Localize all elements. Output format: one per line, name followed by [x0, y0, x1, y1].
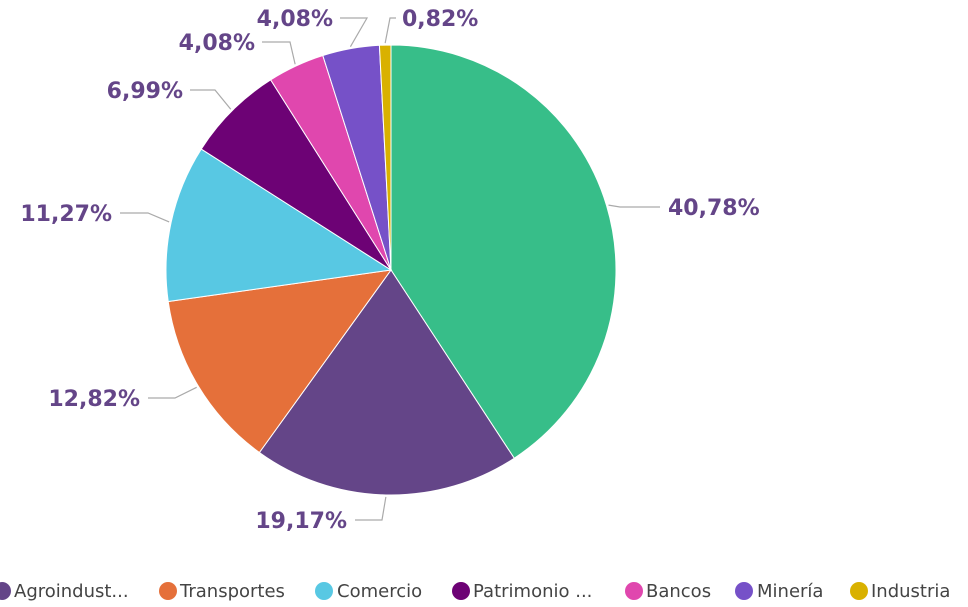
legend-label: Transportes	[179, 581, 285, 602]
data-label: 12,82%	[48, 387, 140, 412]
leader-line	[384, 17, 396, 44]
data-label: 4,08%	[257, 7, 333, 32]
legend-label: Patrimonio ...	[473, 581, 592, 602]
legend-marker	[735, 582, 753, 600]
pie-slice	[378, 44, 392, 271]
legend-marker	[452, 582, 470, 600]
leader-line	[340, 17, 369, 47]
legend-marker	[625, 582, 643, 600]
legend-label: Industria	[871, 581, 950, 602]
legend-label: Minería	[757, 581, 823, 602]
leader-line	[190, 89, 232, 110]
leader-line	[608, 204, 660, 208]
legend-marker	[0, 582, 11, 600]
data-label: 6,99%	[107, 79, 183, 104]
data-label: 19,17%	[255, 509, 347, 534]
leader-line	[148, 386, 197, 399]
data-label: 11,27%	[20, 202, 112, 227]
pie-slice	[167, 269, 393, 454]
data-label: 40,78%	[668, 196, 760, 221]
legend-marker	[159, 582, 177, 600]
pie-slice	[258, 269, 515, 496]
legend-marker	[850, 582, 868, 600]
data-label: 0,82%	[402, 7, 478, 32]
legend-label: Agroindust...	[14, 581, 129, 602]
data-label: 4,08%	[179, 31, 255, 56]
pie-slice	[165, 148, 393, 303]
pie-slice	[390, 44, 617, 459]
leader-line	[120, 212, 170, 223]
legend-marker	[315, 582, 333, 600]
legend-label: Bancos	[646, 581, 711, 602]
leader-line	[355, 496, 387, 521]
leader-line	[262, 41, 296, 65]
legend-label: Comercio	[337, 581, 422, 602]
